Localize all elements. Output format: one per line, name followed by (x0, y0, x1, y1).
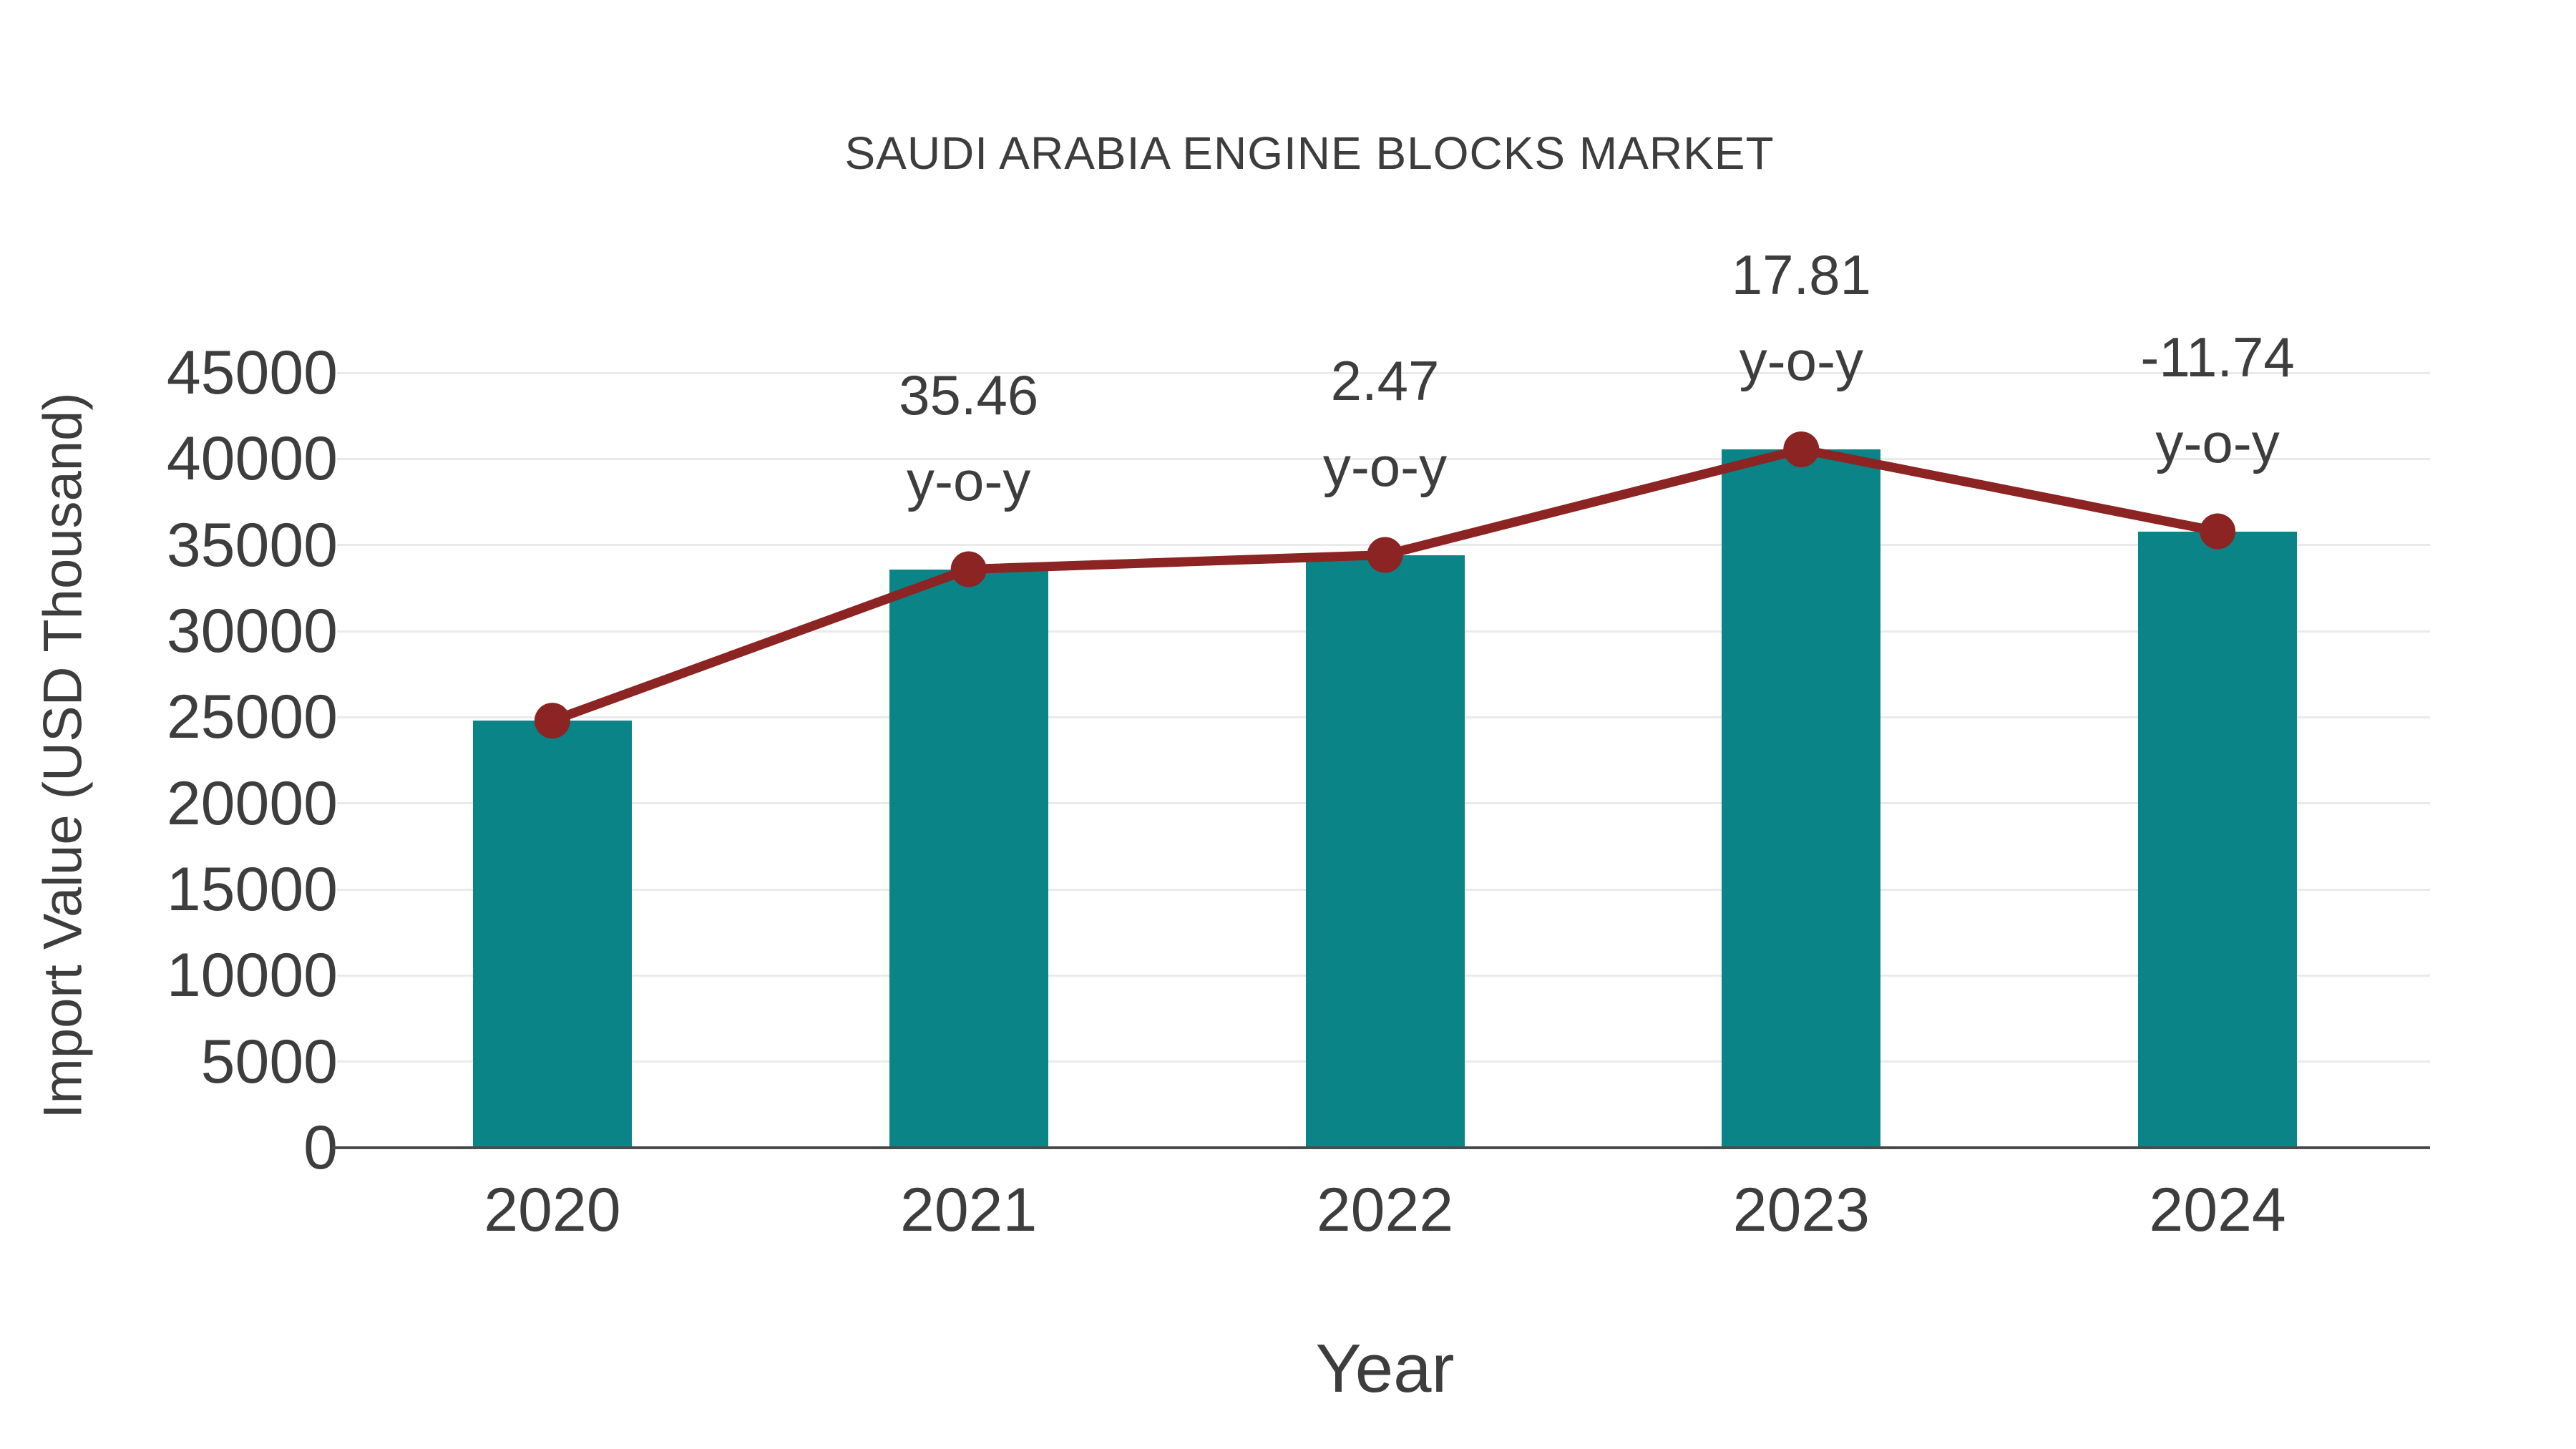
chart-title: SAUDI ARABIA ENGINE BLOCKS MARKET (844, 127, 1775, 179)
plot-area: 35.46 y-o-y 2.47 y-o-y 17.81 y-o-y -11.74 y-o-y (333, 243, 2430, 1149)
x-axis-line (333, 1146, 2430, 1149)
data-point-marker-2022 (1367, 537, 1403, 573)
x-tick-label-2022: 2022 (1316, 1176, 1454, 1244)
data-point-marker-2021 (950, 551, 987, 587)
yoy-annotation-2021: 35.46 y-o-y (899, 352, 1038, 524)
bar-2021 (889, 569, 1048, 1148)
x-axis-title: Year (1315, 1330, 1455, 1407)
data-point-marker-2023 (1783, 431, 1820, 467)
y-tick-label-30000: 30000 (166, 597, 338, 665)
yoy-suffix-2022: y-o-y (1322, 434, 1448, 498)
y-tick-label-15000: 15000 (166, 855, 338, 924)
y-tick-label-40000: 40000 (166, 424, 338, 494)
y-tick-label-20000: 20000 (166, 769, 338, 838)
y-axis-tick-labels: 0 5000 10000 15000 20000 25000 30000 35000 40000… (0, 342, 338, 1179)
yoy-value-2023: 17.81 (1731, 243, 1871, 306)
y-tick-label-0: 0 (303, 1113, 338, 1182)
gridline-y-45000 (337, 371, 2430, 374)
x-axis-tick-labels: 2020 2021 2022 2023 2024 (344, 1168, 2426, 1261)
y-tick-label-10000: 10000 (166, 941, 338, 1010)
yoy-annotation-2022: 2.47 y-o-y (1323, 338, 1447, 509)
yoy-annotation-2024: -11.74 y-o-y (2140, 314, 2294, 486)
bar-2023 (1722, 449, 1881, 1148)
x-tick-label-2023: 2023 (1732, 1176, 1870, 1244)
bar-2022 (1305, 555, 1465, 1148)
x-tick-label-2021: 2021 (900, 1176, 1038, 1244)
yoy-suffix-2023: y-o-y (1739, 328, 1863, 392)
y-tick-label-5000: 5000 (200, 1027, 338, 1096)
x-tick-label-2024: 2024 (2149, 1176, 2286, 1244)
yoy-value-2022: 2.47 (1330, 348, 1440, 412)
bar-2020 (472, 721, 632, 1148)
yoy-value-2021: 35.46 (899, 363, 1039, 426)
bar-2024 (2138, 531, 2298, 1148)
yoy-suffix-2021: y-o-y (907, 449, 1031, 512)
yoy-annotation-2023: 17.81 y-o-y (1732, 232, 1871, 404)
data-point-marker-2024 (2200, 513, 2236, 550)
yoy-suffix-2024: y-o-y (2155, 411, 2280, 474)
data-point-marker-2020 (534, 703, 570, 739)
yoy-value-2024: -11.74 (2140, 325, 2295, 389)
trend-line-layer (534, 431, 2236, 739)
y-tick-label-45000: 45000 (166, 338, 338, 407)
y-tick-label-35000: 35000 (166, 510, 338, 580)
gridline-y-40000 (337, 457, 2430, 460)
x-tick-label-2020: 2020 (484, 1176, 621, 1244)
y-tick-label-25000: 25000 (166, 683, 338, 752)
